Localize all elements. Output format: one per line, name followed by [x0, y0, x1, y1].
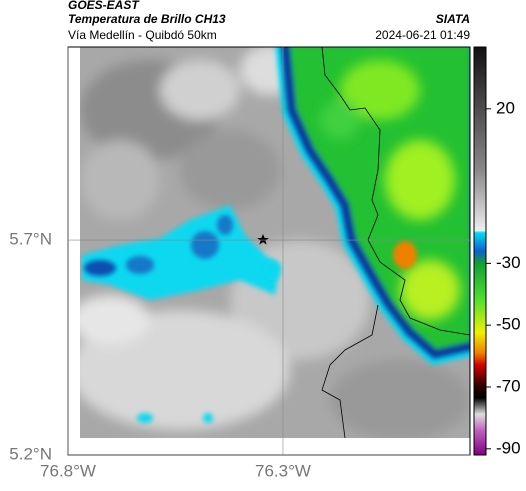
timestamp: 2024-06-21 01:49 [375, 28, 470, 42]
colorbar-tick-label: -90 [496, 438, 521, 457]
product: Temperatura de Brillo CH13 [68, 12, 226, 26]
lon-tick-label: 76.8°W [40, 461, 96, 480]
colorbar [473, 46, 487, 456]
colorbar-tick-label: 20 [496, 98, 515, 117]
colorbar-tick-label: -70 [496, 376, 521, 395]
satellite: GOES-EAST [68, 0, 140, 12]
location-marker [257, 234, 269, 245]
colorbar-tick-label: -50 [496, 315, 521, 334]
satellite-image [80, 47, 470, 438]
lat-tick-label: 5.7°N [9, 230, 52, 249]
lon-tick-label: 76.3°W [255, 461, 311, 480]
region: Vía Medellín - Quibdó 50km [68, 28, 217, 42]
colorbar-tick-label: -30 [496, 253, 521, 272]
source: SIATA [436, 12, 470, 26]
lat-tick-label: 5.2°N [9, 444, 52, 463]
